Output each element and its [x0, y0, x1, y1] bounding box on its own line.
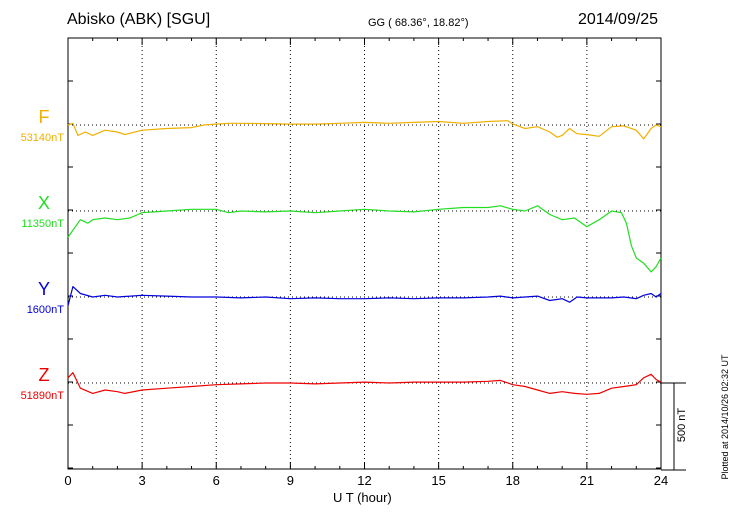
x-tick-label: 15: [431, 473, 445, 488]
series-line-x: [67, 205, 662, 273]
series-baseline-y: 1600nT: [27, 304, 65, 316]
x-tick-label: 9: [287, 473, 294, 488]
series-name-y: Y: [38, 279, 50, 299]
geo-coordinates: GG ( 68.36°, 18.82°): [368, 17, 469, 29]
x-tick-label: 12: [357, 473, 371, 488]
chart-date: 2014/09/25: [578, 11, 659, 28]
series-line-y: [67, 286, 662, 306]
x-tick-label: 24: [654, 473, 668, 488]
series-baseline-z: 51890nT: [21, 390, 65, 402]
x-tick-label: 6: [213, 473, 220, 488]
x-tick-label: 3: [139, 473, 146, 488]
scale-bar-label: 500 nT: [676, 407, 688, 443]
series-name-f: F: [39, 107, 50, 127]
plotted-timestamp: Plotted at 2014/10/26 02:32 UT: [720, 354, 730, 480]
x-axis-label: U T (hour): [333, 490, 392, 505]
series-baseline-x: 11350nT: [21, 218, 64, 230]
series-line-z: [67, 372, 662, 395]
series-name-x: X: [38, 193, 50, 213]
x-tick-label: 18: [506, 473, 520, 488]
series-name-z: Z: [39, 365, 50, 385]
x-tick-label: 0: [64, 473, 71, 488]
series-line-f: [67, 120, 662, 140]
station-title: Abisko (ABK) [SGU]: [67, 11, 211, 28]
x-tick-label: 21: [580, 473, 594, 488]
series-baseline-f: 53140nT: [21, 132, 65, 144]
